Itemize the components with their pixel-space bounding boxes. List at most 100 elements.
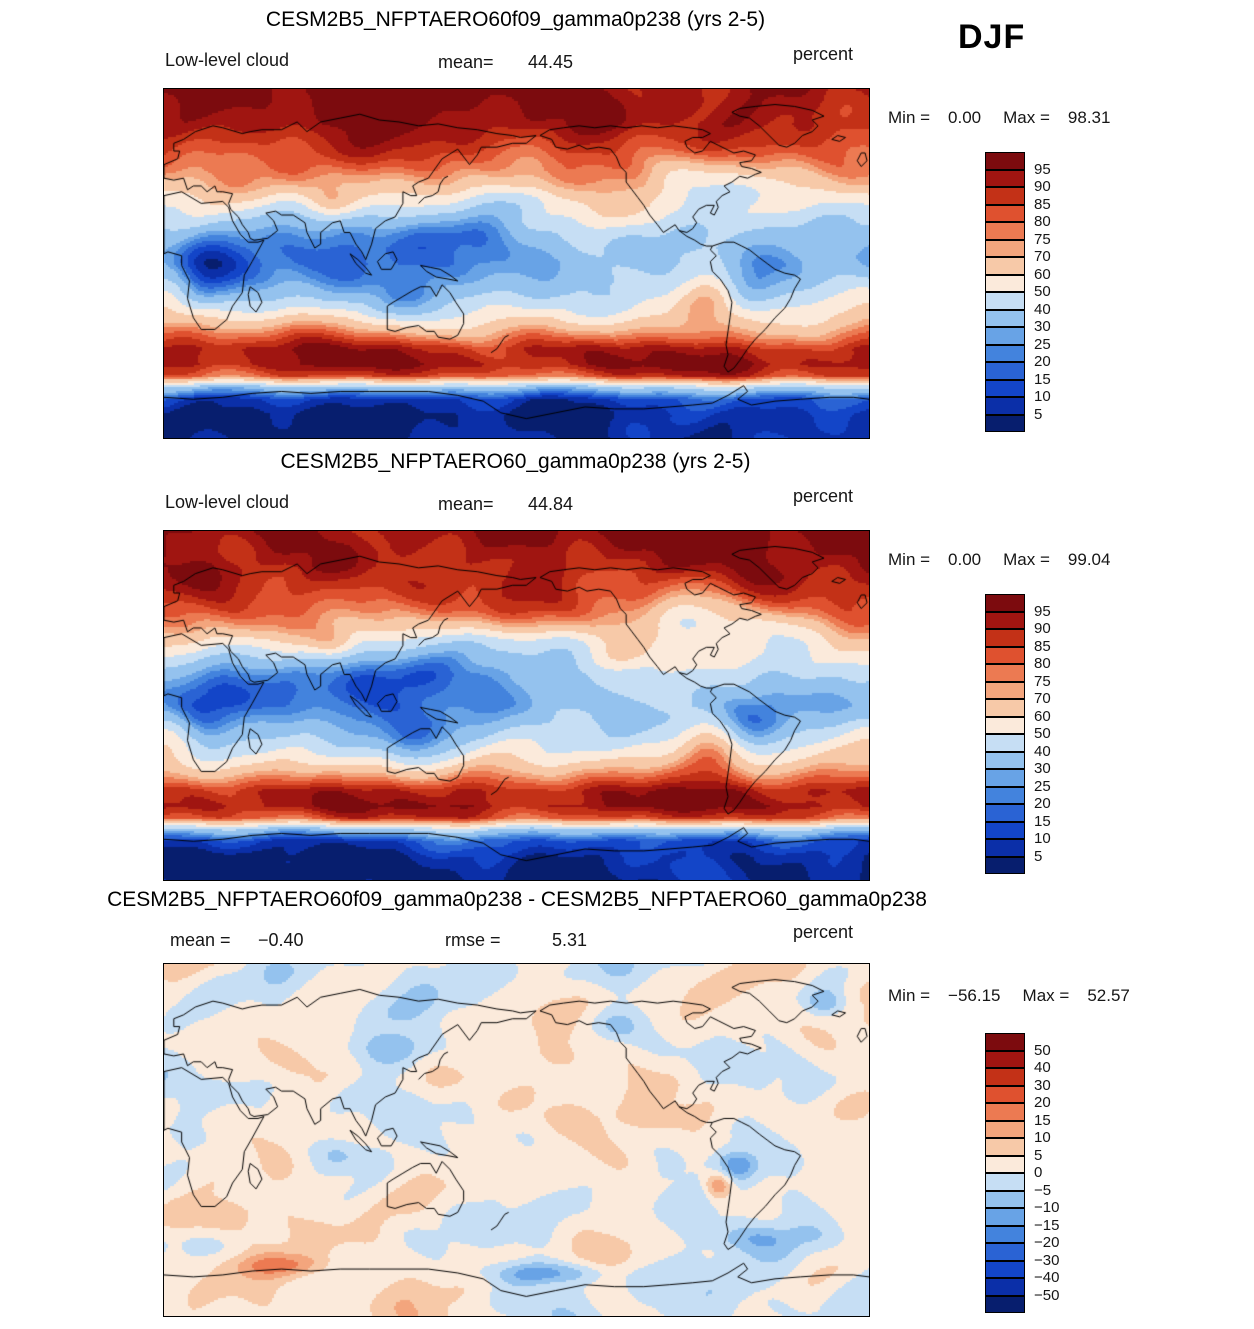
colorbar-tick-label: 30 — [1034, 760, 1051, 777]
colorbar-tick-label: 40 — [1034, 742, 1051, 760]
colorbar-box — [985, 681, 1025, 699]
panel-3-max-label: Max = — [1022, 986, 1070, 1005]
panel-3-title: CESM2B5_NFPTAERO60f09_gamma0p238 - CESM2… — [107, 888, 927, 911]
colorbar-tick-label: 40 — [1034, 1059, 1051, 1076]
map-panel-2 — [163, 530, 870, 881]
colorbar-box — [985, 786, 1025, 804]
colorbar-box — [985, 611, 1025, 629]
colorbar-box — [985, 716, 1025, 734]
colorbar-tick-label: 50 — [1034, 725, 1051, 742]
colorbar-box — [985, 362, 1025, 380]
colorbar-box — [985, 327, 1025, 345]
colorbar-tick-label: 20 — [1034, 353, 1051, 370]
colorbar-tick-label: 10 — [1034, 388, 1051, 405]
colorbar-box — [985, 821, 1025, 839]
panel-2-max-label: Max = — [1003, 550, 1050, 569]
panel-3-mean-value: −0.40 — [258, 930, 304, 950]
panel-3-rmse-value: 5.31 — [552, 930, 588, 950]
colorbar-tick-label: 15 — [1034, 812, 1051, 830]
colorbar-box — [985, 379, 1025, 397]
panel-3-mean-label: mean = — [170, 930, 231, 950]
panel-2-title: CESM2B5_NFPTAERO60_gamma0p238 (yrs 2-5) — [280, 450, 751, 473]
colorbar-box — [985, 1033, 1025, 1051]
panel-1-max-value: 98.31 — [1067, 108, 1111, 127]
colorbar-tick-label: −5 — [1034, 1181, 1052, 1199]
colorbar-tick-label: −20 — [1034, 1234, 1060, 1251]
colorbar-panel-1: 95 90 85 80 75 70 60 50 40 30 25 20 15 10 5 — [985, 152, 1051, 434]
colorbar-tick-label: 5 — [1034, 405, 1043, 423]
colorbar-tick-label: 15 — [1034, 370, 1051, 388]
colorbar-box — [985, 344, 1025, 362]
colorbar-tick-label: 40 — [1034, 300, 1051, 318]
colorbar-tick-label: 60 — [1034, 265, 1051, 283]
colorbar-box — [985, 1243, 1025, 1261]
panel-1-mean-value: 44.45 — [528, 52, 574, 72]
panel-3-min-value: −56.15 — [948, 986, 1001, 1005]
panel-3-rmse-label: rmse = — [445, 930, 501, 950]
colorbar-tick-label: 20 — [1034, 1094, 1051, 1111]
map-panel-1 — [163, 88, 870, 439]
colorbar-tick-label: 50 — [1034, 1041, 1051, 1059]
colorbar-box — [985, 856, 1025, 874]
colorbar-tick-label: −50 — [1034, 1286, 1060, 1304]
colorbar-box — [985, 1103, 1025, 1121]
panel-3-max-value: 52.57 — [1087, 986, 1130, 1005]
colorbar-box — [985, 1050, 1025, 1068]
panel-2-mean-label: mean= — [438, 494, 494, 514]
colorbar-panel-2: 95 90 85 80 75 70 60 50 40 30 25 20 15 10 5 — [985, 594, 1051, 876]
colorbar-tick-label: 30 — [1034, 318, 1051, 335]
colorbar-box — [985, 1068, 1025, 1086]
colorbar-tick-label: 90 — [1034, 620, 1051, 637]
panel-2-mean-value: 44.84 — [528, 494, 574, 514]
colorbar-box — [985, 309, 1025, 327]
colorbar-tick-label: 85 — [1034, 637, 1051, 655]
season-label: DJF — [958, 18, 1026, 56]
colorbar-box — [985, 204, 1025, 222]
colorbar-box — [985, 1225, 1025, 1243]
colorbar-tick-label: −30 — [1034, 1251, 1060, 1269]
panel-2-variable-label: Low-level cloud — [165, 492, 290, 512]
colorbar-tick-label: 85 — [1034, 195, 1051, 213]
panel-1-mean-label: mean= — [438, 52, 494, 72]
colorbar-box — [985, 1138, 1025, 1156]
colorbar-tick-label: 80 — [1034, 655, 1051, 672]
colorbar-box — [985, 239, 1025, 257]
colorbar-box — [985, 169, 1025, 187]
colorbar-tick-label: 25 — [1034, 335, 1051, 353]
colorbar-box — [985, 152, 1025, 170]
colorbar-box — [985, 222, 1025, 240]
colorbar-box — [985, 804, 1025, 822]
colorbar-tick-label: −15 — [1034, 1216, 1060, 1234]
colorbar-tick-label: 50 — [1034, 283, 1051, 300]
colorbar-tick-label: 70 — [1034, 690, 1051, 707]
panel-3-min-label: Min = — [888, 986, 931, 1005]
colorbar-box — [985, 646, 1025, 664]
panel-1-min-value: 0.00 — [948, 108, 982, 127]
colorbar-tick-label: 95 — [1034, 160, 1051, 178]
colorbar-box — [985, 187, 1025, 205]
colorbar-box — [985, 1085, 1025, 1103]
colorbar-box — [985, 839, 1025, 857]
colorbar-box — [985, 1260, 1025, 1278]
panel-1-title: CESM2B5_NFPTAERO60f09_gamma0p238 (yrs 2-… — [265, 8, 766, 31]
panel-2-units-label: percent — [793, 486, 854, 506]
colorbar-box — [985, 751, 1025, 769]
panel-2-min-value: 0.00 — [948, 550, 982, 569]
colorbar-tick-label: 5 — [1034, 1146, 1043, 1164]
colorbar-box — [985, 1208, 1025, 1226]
map-panel-3 — [163, 963, 870, 1317]
colorbar-box — [985, 1120, 1025, 1138]
colorbar-box — [985, 1295, 1025, 1313]
colorbar-tick-label: 80 — [1034, 213, 1051, 230]
colorbar-tick-label: 75 — [1034, 230, 1051, 248]
colorbar-box — [985, 414, 1025, 432]
colorbar-box — [985, 594, 1025, 612]
colorbar-tick-label: 90 — [1034, 178, 1051, 195]
panel-1-max-label: Max = — [1003, 108, 1050, 127]
colorbar-box — [985, 1173, 1025, 1191]
colorbar-panel-3: 50 40 30 20 15 10 5 0 −5 −10 −15 −20 −30 −40 −50 — [985, 1033, 1059, 1315]
panel-2-minmax: Min = 0.00 Max = 99.04 — [888, 550, 1110, 570]
colorbar-tick-label: 5 — [1034, 847, 1043, 865]
panel-1-units-label: percent — [793, 44, 854, 64]
